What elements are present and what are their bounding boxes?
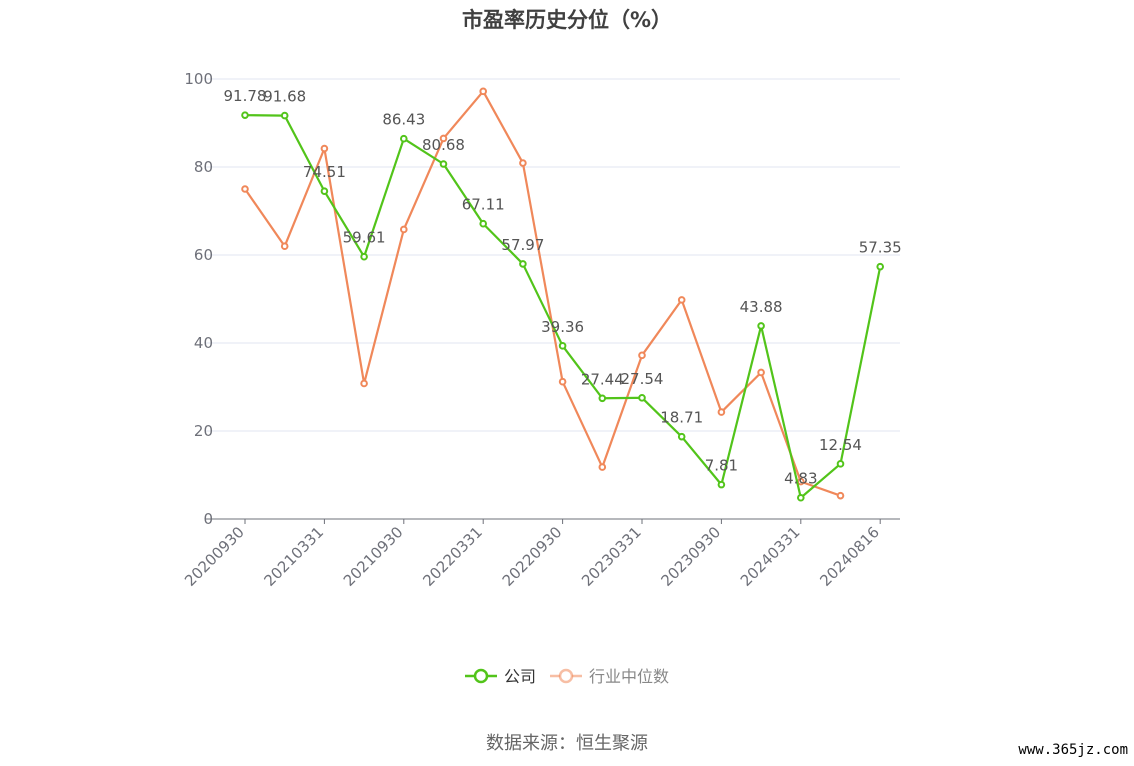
y-tick-label: 80	[194, 158, 213, 176]
data-label: 7.81	[705, 457, 738, 475]
x-tick-label: 20200930	[181, 523, 248, 590]
watermark: www.365jz.com	[1018, 742, 1128, 758]
data-point	[360, 252, 368, 261]
data-label: 27.44	[581, 370, 624, 388]
data-point	[598, 463, 607, 471]
data-point	[479, 87, 488, 96]
data-point	[439, 160, 448, 168]
data-point	[558, 342, 567, 350]
x-tick-label: 20210930	[340, 523, 407, 590]
data-source-note: 数据来源：恒生聚源	[486, 733, 648, 754]
data-point	[598, 394, 607, 403]
data-label: 27.54	[621, 370, 664, 388]
data-label: 4.83	[784, 470, 817, 488]
legend-marker	[558, 668, 574, 684]
data-point	[519, 260, 527, 268]
data-point	[757, 368, 765, 377]
data-label: 12.54	[819, 436, 862, 454]
data-label: 91.78	[224, 87, 267, 105]
data-point	[280, 111, 289, 120]
data-point	[280, 242, 289, 250]
data-label: 39.36	[541, 318, 584, 336]
x-tick-label: 20240331	[737, 523, 804, 590]
data-point	[638, 394, 646, 402]
data-point	[519, 159, 527, 167]
data-point	[677, 432, 686, 441]
legend[interactable]: 公司 行业中位数	[465, 667, 669, 686]
data-point	[677, 296, 686, 304]
data-point	[638, 351, 646, 360]
data-label: 57.97	[501, 236, 544, 254]
data-point	[320, 187, 329, 195]
data-label: 86.43	[382, 111, 425, 129]
data-point	[717, 408, 726, 416]
legend-item-0[interactable]: 公司	[465, 667, 536, 686]
legend-label: 公司	[504, 667, 536, 686]
data-point	[717, 480, 726, 489]
x-tick-label: 20210331	[261, 523, 328, 590]
data-label: 67.11	[462, 196, 505, 214]
data-point	[558, 377, 567, 386]
data-point	[836, 460, 845, 468]
data-point	[479, 219, 488, 228]
x-tick-label: 20220930	[499, 523, 566, 590]
legend-item-1[interactable]: 行业中位数	[550, 667, 669, 686]
x-tick-label: 20230930	[658, 523, 725, 590]
data-label: 59.61	[343, 229, 386, 247]
data-point	[400, 134, 408, 143]
chart-title: 市盈率历史分位（%）	[461, 8, 673, 32]
data-point	[836, 491, 845, 500]
data-label: 80.68	[422, 136, 465, 154]
x-tick-label: 20230331	[578, 523, 645, 590]
data-point	[400, 225, 408, 234]
grid-layer	[205, 78, 900, 432]
series-line-1	[244, 90, 841, 497]
y-tick-label: 100	[184, 70, 213, 88]
data-label: 18.71	[660, 409, 703, 427]
data-label: 74.51	[303, 163, 346, 181]
legend-marker	[473, 668, 489, 684]
data-label: 57.35	[859, 239, 902, 257]
data-point	[320, 144, 329, 153]
data-point	[360, 379, 368, 388]
data-point	[439, 134, 448, 143]
y-tick-label: 60	[194, 246, 213, 264]
data-point	[241, 185, 249, 193]
data-point	[241, 111, 249, 119]
series-layer	[241, 87, 885, 502]
legend-label: 行业中位数	[589, 667, 669, 686]
data-label: 43.88	[740, 298, 783, 316]
y-tick-label: 40	[194, 334, 213, 352]
data-point	[876, 262, 885, 271]
x-tick-label: 20240816	[816, 523, 883, 590]
data-point	[797, 493, 805, 502]
x-tick-label: 20220331	[419, 523, 486, 590]
data-point	[757, 322, 765, 330]
y-tick-label: 20	[194, 422, 213, 440]
data-label: 91.68	[263, 88, 306, 106]
